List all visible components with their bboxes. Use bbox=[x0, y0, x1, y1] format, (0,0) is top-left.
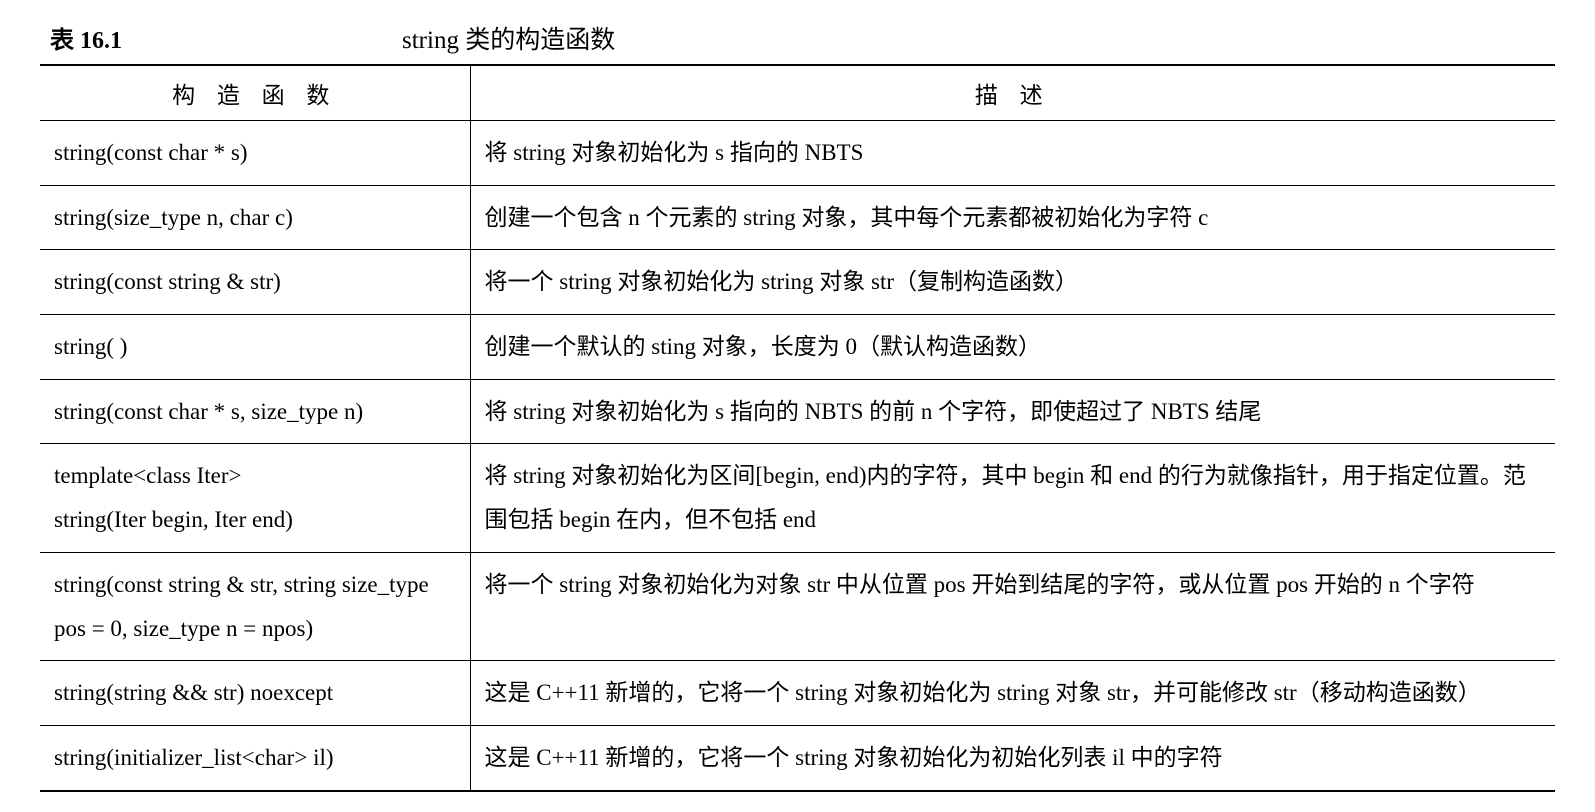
cell-description: 这是 C++11 新增的，它将一个 string 对象初始化为 string 对… bbox=[470, 661, 1555, 726]
cell-constructor: template<class Iter> string(Iter begin, … bbox=[40, 444, 470, 552]
table-row: string(const string & str) 将一个 string 对象… bbox=[40, 250, 1555, 315]
table-title: string 类的构造函数 bbox=[402, 20, 615, 56]
column-header-constructor: 构 造 函 数 bbox=[40, 65, 470, 121]
table-row: string(const char * s) 将 string 对象初始化为 s… bbox=[40, 121, 1555, 186]
table-number: 表 16.1 bbox=[50, 20, 122, 55]
table-row: string(initializer_list<char> il) 这是 C++… bbox=[40, 725, 1555, 790]
table-header-row: 构 造 函 数 描 述 bbox=[40, 65, 1555, 121]
column-header-description: 描 述 bbox=[470, 65, 1555, 121]
cell-constructor: string(const char * s, size_type n) bbox=[40, 379, 470, 444]
cell-description: 将 string 对象初始化为 s 指向的 NBTS 的前 n 个字符，即使超过… bbox=[470, 379, 1555, 444]
cell-description: 创建一个包含 n 个元素的 string 对象，其中每个元素都被初始化为字符 c bbox=[470, 185, 1555, 250]
table-row: string(string && str) noexcept 这是 C++11 … bbox=[40, 661, 1555, 726]
cell-description: 将 string 对象初始化为 s 指向的 NBTS bbox=[470, 121, 1555, 186]
cell-constructor: string(string && str) noexcept bbox=[40, 661, 470, 726]
cell-constructor: string(const char * s) bbox=[40, 121, 470, 186]
table-row: template<class Iter> string(Iter begin, … bbox=[40, 444, 1555, 552]
cell-constructor: string(initializer_list<char> il) bbox=[40, 725, 470, 790]
table-header: 表 16.1 string 类的构造函数 bbox=[40, 20, 1555, 56]
cell-description: 将一个 string 对象初始化为 string 对象 str（复制构造函数） bbox=[470, 250, 1555, 315]
cell-constructor: string( ) bbox=[40, 315, 470, 380]
cell-description: 这是 C++11 新增的，它将一个 string 对象初始化为初始化列表 il … bbox=[470, 725, 1555, 790]
table-row: string(size_type n, char c) 创建一个包含 n 个元素… bbox=[40, 185, 1555, 250]
cell-description: 将一个 string 对象初始化为对象 str 中从位置 pos 开始到结尾的字… bbox=[470, 552, 1555, 660]
table-row: string( ) 创建一个默认的 sting 对象，长度为 0（默认构造函数） bbox=[40, 315, 1555, 380]
table-row: string(const string & str, string size_t… bbox=[40, 552, 1555, 660]
table-row: string(const char * s, size_type n) 将 st… bbox=[40, 379, 1555, 444]
constructors-table: 构 造 函 数 描 述 string(const char * s) 将 str… bbox=[40, 64, 1555, 792]
cell-constructor: string(const string & str) bbox=[40, 250, 470, 315]
cell-description: 将 string 对象初始化为区间[begin, end)内的字符，其中 beg… bbox=[470, 444, 1555, 552]
cell-constructor: string(const string & str, string size_t… bbox=[40, 552, 470, 660]
cell-description: 创建一个默认的 sting 对象，长度为 0（默认构造函数） bbox=[470, 315, 1555, 380]
cell-constructor: string(size_type n, char c) bbox=[40, 185, 470, 250]
